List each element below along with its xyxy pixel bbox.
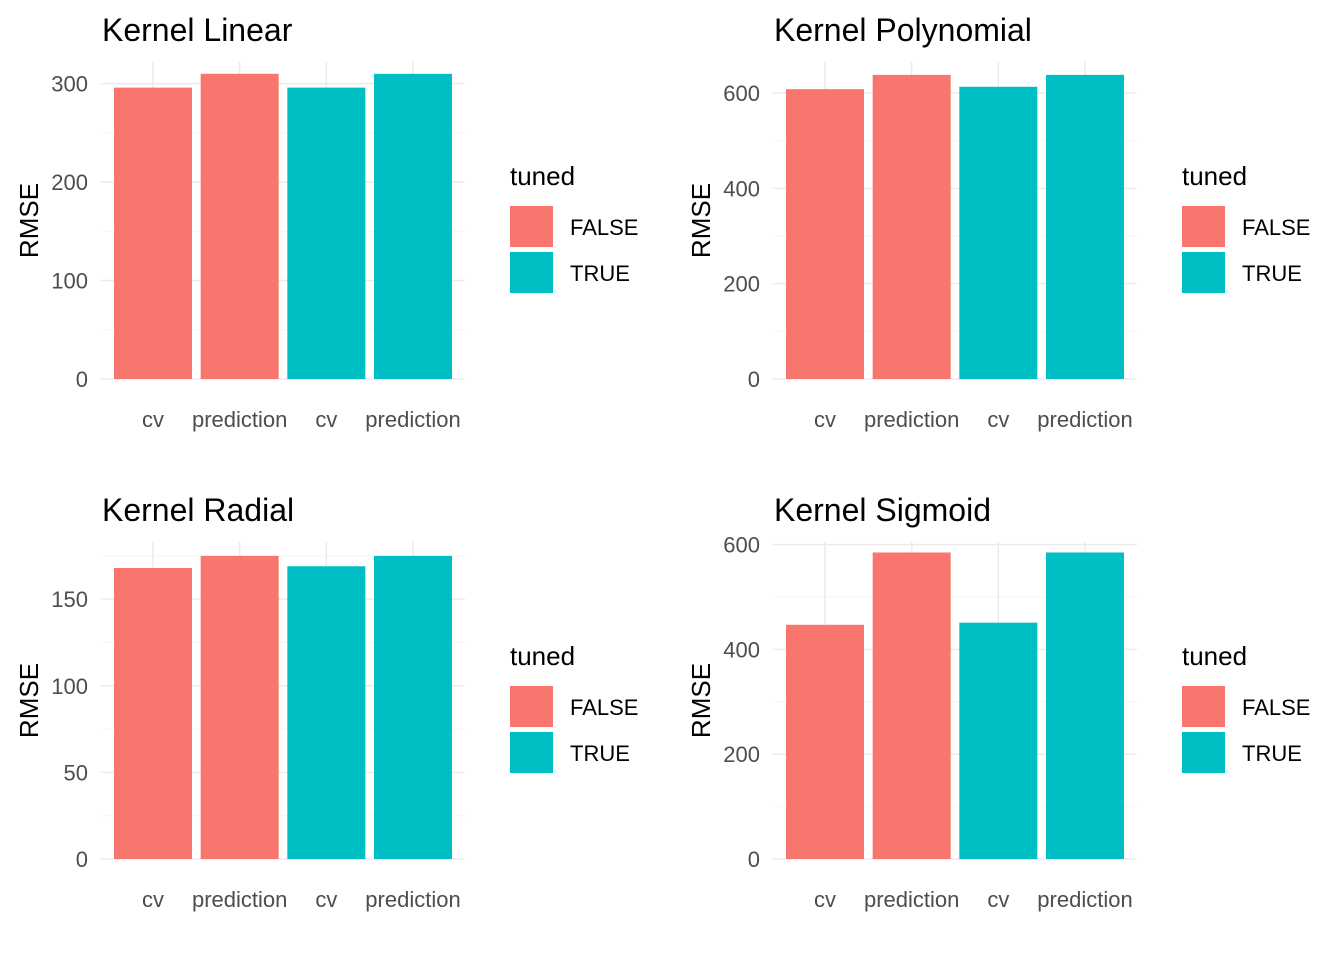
- bar: [786, 89, 864, 380]
- legend-label: FALSE: [1242, 215, 1310, 240]
- y-tick-label: 300: [51, 72, 88, 97]
- bar: [959, 86, 1038, 380]
- y-tick-label: 100: [51, 674, 88, 699]
- legend: tuned FALSE TRUE: [510, 161, 638, 293]
- x-tick-label: cv: [315, 407, 337, 432]
- y-tick-label: 200: [723, 272, 760, 297]
- legend: tuned FALSE TRUE: [1182, 641, 1310, 773]
- legend-label: TRUE: [1242, 741, 1302, 766]
- y-axis-label: RMSE: [14, 183, 44, 258]
- legend-key: [1182, 206, 1225, 247]
- x-tick-label: prediction: [365, 887, 460, 912]
- legend-title: tuned: [1182, 641, 1247, 671]
- x-tick-label: prediction: [864, 887, 959, 912]
- y-tick-label: 600: [723, 81, 760, 106]
- bar: [114, 567, 192, 859]
- x-tick-label: prediction: [1037, 407, 1132, 432]
- x-tick-label: prediction: [864, 407, 959, 432]
- legend-key: [510, 252, 553, 293]
- bar: [872, 74, 951, 380]
- bar: [872, 552, 951, 859]
- x-tick-label: cv: [142, 407, 164, 432]
- bar: [1046, 74, 1124, 380]
- chart-svg: 0 200 400 600 cv prediction cv prediction Kernel…: [686, 12, 1310, 432]
- bar: [374, 73, 452, 380]
- x-tick-label: prediction: [1037, 887, 1132, 912]
- x-tick-label: cv: [814, 407, 836, 432]
- bars: [114, 555, 452, 859]
- y-axis-label: RMSE: [14, 663, 44, 738]
- legend-title: tuned: [510, 161, 575, 191]
- chart-svg: 0 200 400 600 cv prediction cv prediction Kernel…: [686, 492, 1310, 912]
- chart-panel: 0 50 100 150 cv prediction cv prediction Kernel …: [0, 480, 672, 960]
- chart-panel: 0 200 400 600 cv prediction cv prediction Kernel…: [672, 0, 1344, 480]
- x-tick-label: cv: [987, 407, 1009, 432]
- bar: [114, 87, 192, 379]
- bar: [200, 73, 279, 380]
- legend-key: [510, 732, 553, 773]
- y-axis-label: RMSE: [686, 663, 716, 738]
- chart-svg: 0 50 100 150 cv prediction cv prediction Kernel …: [14, 492, 638, 912]
- bars: [114, 73, 452, 380]
- legend: tuned FALSE TRUE: [1182, 161, 1310, 293]
- y-tick-label: 50: [64, 760, 88, 785]
- legend: tuned FALSE TRUE: [510, 641, 638, 773]
- legend-key: [1182, 732, 1225, 773]
- bar: [786, 624, 864, 859]
- legend-title: tuned: [1182, 161, 1247, 191]
- y-tick-label: 400: [723, 176, 760, 201]
- bars: [786, 74, 1124, 380]
- y-tick-label: 0: [748, 847, 760, 872]
- y-tick-label: 150: [51, 587, 88, 612]
- legend-key: [510, 686, 553, 727]
- legend-key: [510, 206, 553, 247]
- bar: [200, 555, 279, 859]
- bar: [959, 622, 1038, 859]
- legend-label: TRUE: [1242, 261, 1302, 286]
- y-tick-label: 400: [723, 637, 760, 662]
- x-tick-label: cv: [987, 887, 1009, 912]
- x-tick-label: cv: [142, 887, 164, 912]
- y-tick-label: 200: [51, 170, 88, 195]
- legend-key: [1182, 686, 1225, 727]
- chart-svg: 0 100 200 300 cv prediction cv prediction Kernel…: [14, 12, 638, 432]
- y-tick-label: 200: [723, 742, 760, 767]
- chart-title: Kernel Sigmoid: [774, 492, 991, 528]
- y-tick-label: 0: [76, 367, 88, 392]
- chart-title: Kernel Linear: [102, 12, 293, 48]
- x-tick-label: prediction: [192, 407, 287, 432]
- x-tick-label: prediction: [192, 887, 287, 912]
- x-tick-label: prediction: [365, 407, 460, 432]
- legend-label: FALSE: [570, 215, 638, 240]
- y-tick-label: 600: [723, 533, 760, 558]
- x-tick-label: cv: [315, 887, 337, 912]
- legend-label: FALSE: [1242, 695, 1310, 720]
- bar: [287, 87, 366, 379]
- y-tick-label: 0: [76, 847, 88, 872]
- bar: [1046, 552, 1124, 859]
- legend-label: FALSE: [570, 695, 638, 720]
- x-tick-label: cv: [814, 887, 836, 912]
- chart-panel: 0 200 400 600 cv prediction cv prediction Kernel…: [672, 480, 1344, 960]
- y-axis-label: RMSE: [686, 183, 716, 258]
- y-tick-label: 100: [51, 269, 88, 294]
- bar: [287, 566, 366, 859]
- bar: [374, 555, 452, 859]
- y-tick-label: 0: [748, 367, 760, 392]
- legend-key: [1182, 252, 1225, 293]
- chart-title: Kernel Radial: [102, 492, 294, 528]
- chart-panel: 0 100 200 300 cv prediction cv prediction Kernel…: [0, 0, 672, 480]
- bars: [786, 552, 1124, 859]
- legend-label: TRUE: [570, 261, 630, 286]
- legend-label: TRUE: [570, 741, 630, 766]
- legend-title: tuned: [510, 641, 575, 671]
- chart-title: Kernel Polynomial: [774, 12, 1032, 48]
